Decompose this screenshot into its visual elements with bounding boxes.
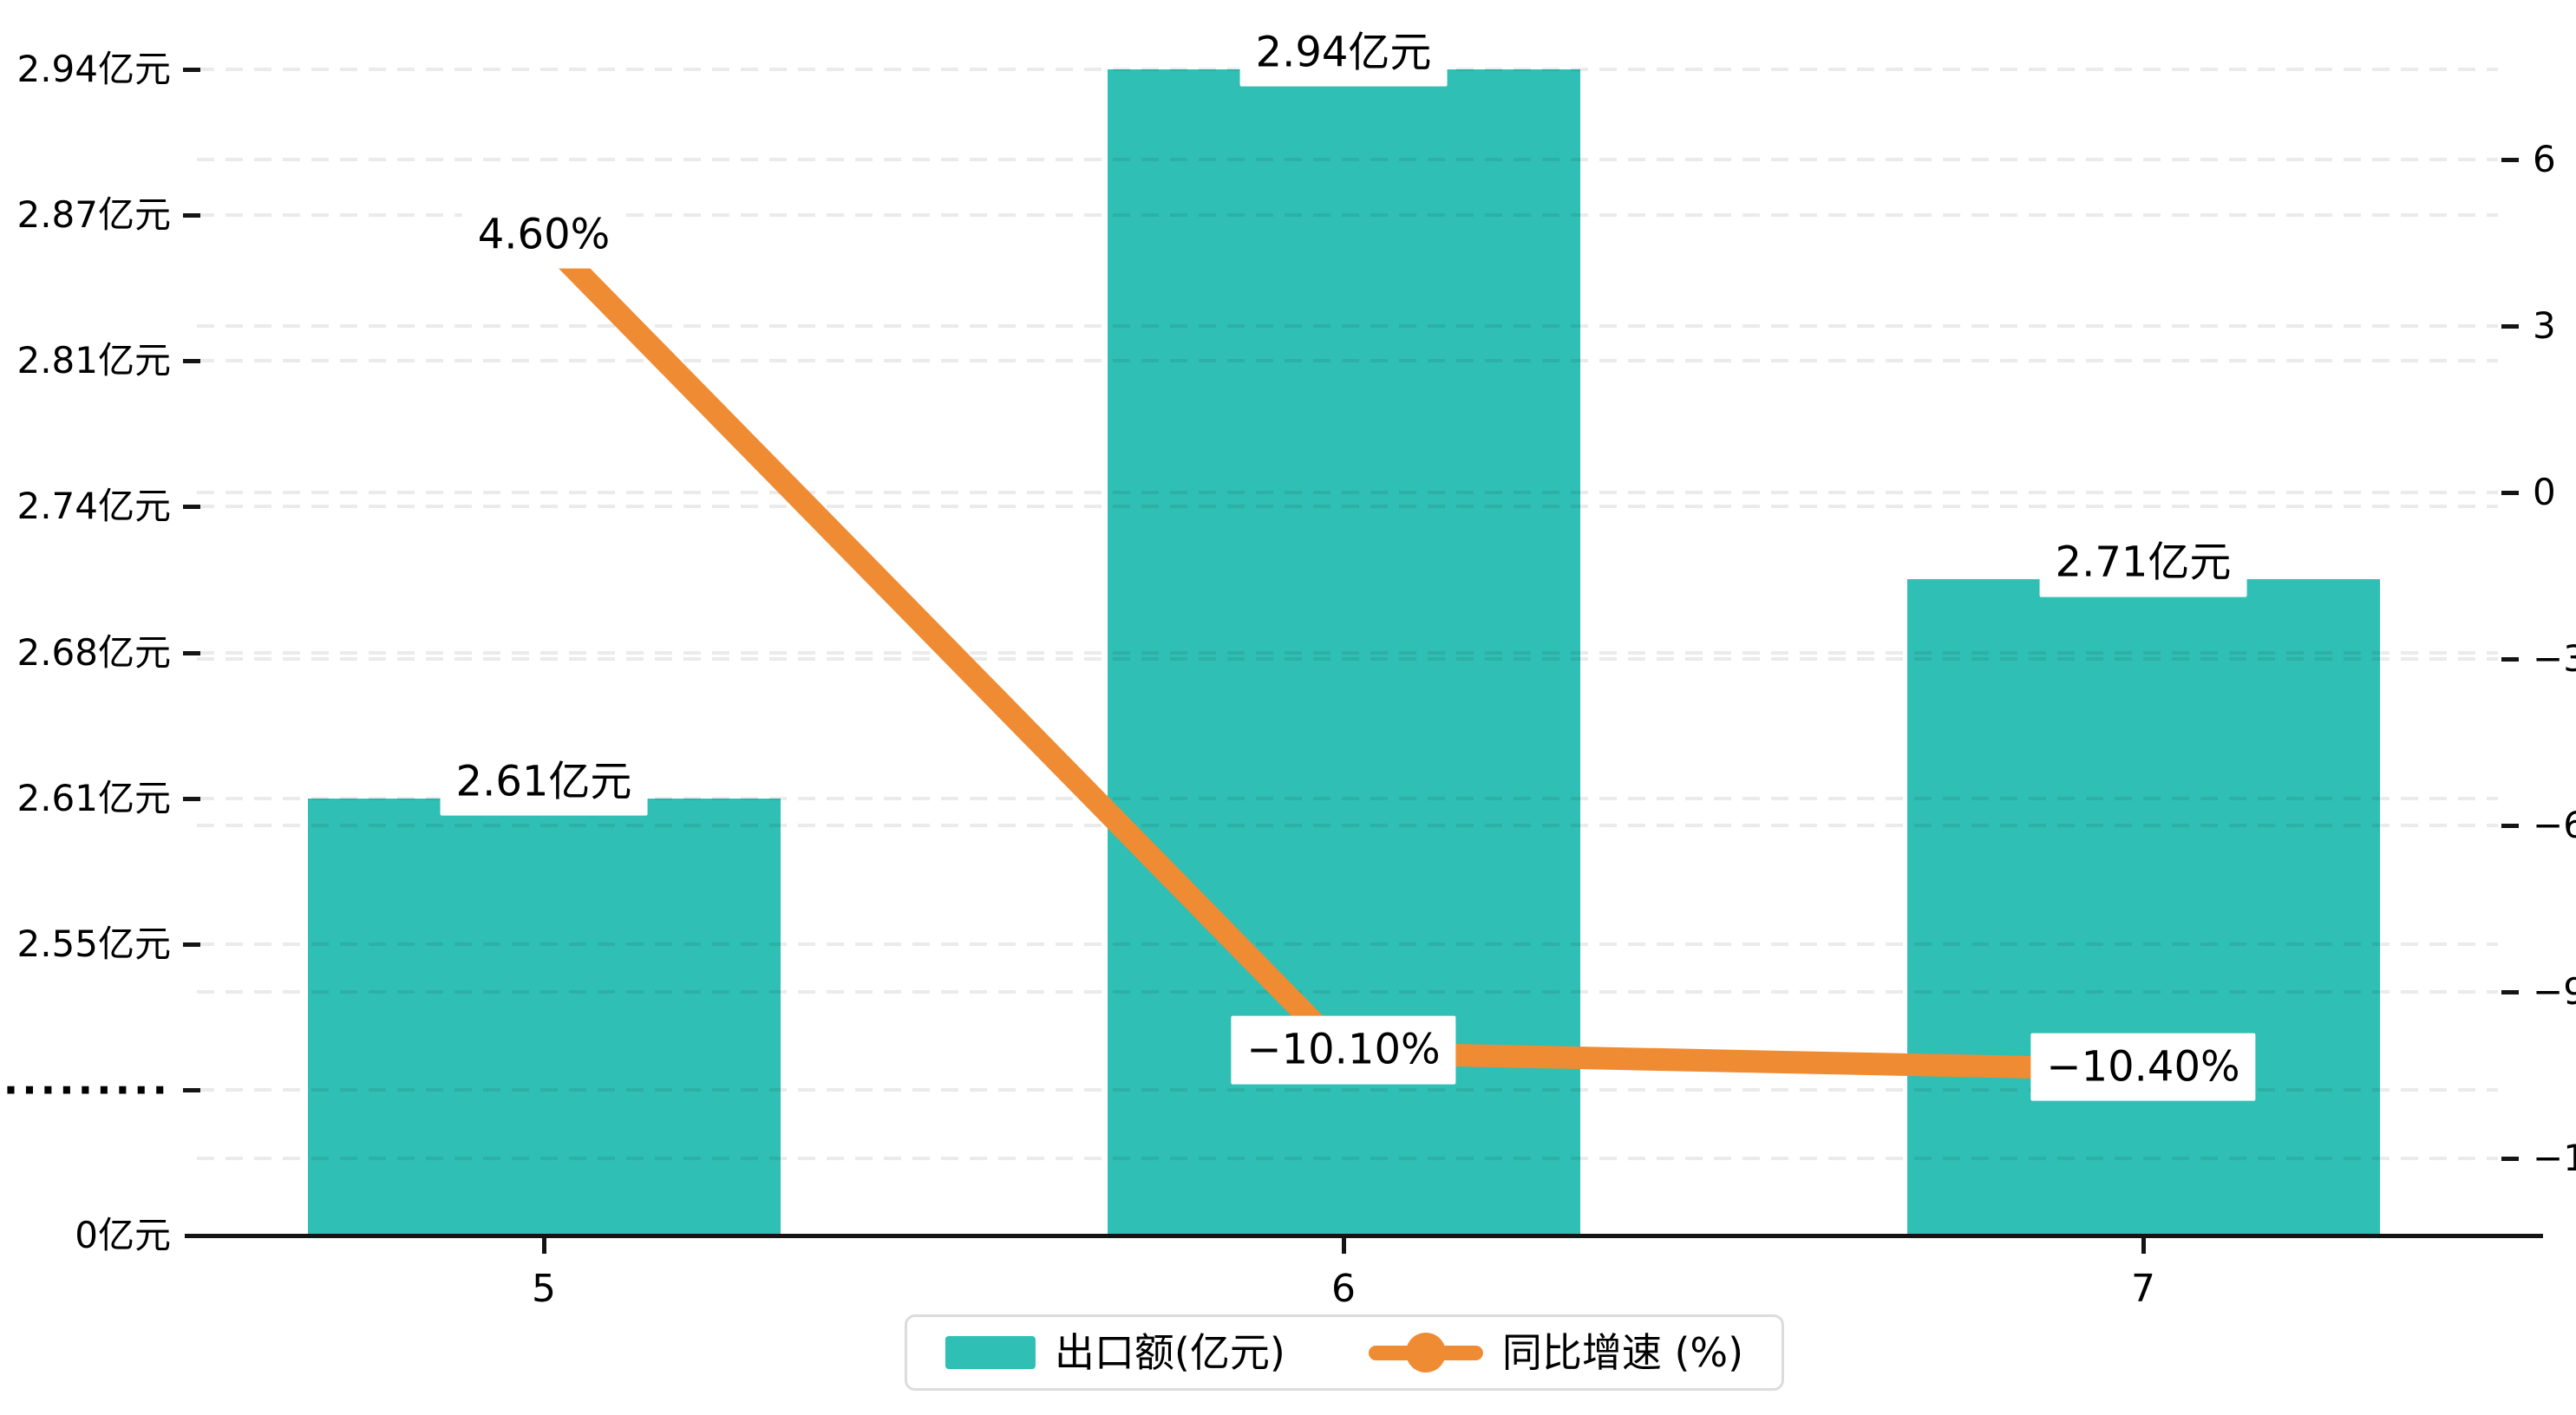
x-axis-tick <box>2141 1238 2146 1254</box>
y-axis-left-label: 0亿元 <box>75 1214 171 1256</box>
y-axis-left-tick <box>183 1087 200 1092</box>
x-axis-label: 5 <box>532 1267 556 1311</box>
y-axis-right-tick <box>2501 491 2519 495</box>
y-axis-left-label: 2.68亿元 <box>16 630 171 674</box>
line-value-label: 4.60% <box>461 200 626 269</box>
y-axis-left-tick <box>183 942 200 947</box>
gridline-left-axis <box>197 650 2498 655</box>
y-axis-right-tick <box>2501 824 2519 828</box>
gridline-right-axis <box>197 158 2498 161</box>
y-axis-right-tick <box>2501 324 2519 329</box>
legend-item-yoy-growth[interactable]: 同比增速 (%) <box>1368 1329 1744 1376</box>
line-series-marker-icon <box>1368 1332 1483 1373</box>
legend-label-export-value: 出口额(亿元) <box>1054 1329 1285 1376</box>
y-axis-left-tick <box>183 796 200 801</box>
bar-value-label: 2.71亿元 <box>2039 529 2247 597</box>
gridline-left-axis <box>197 1087 2498 1092</box>
x-axis-label: 6 <box>1331 1267 1356 1311</box>
legend-label-yoy-growth: 同比增速 (%) <box>1501 1329 1744 1376</box>
gridline-right-axis <box>197 324 2498 328</box>
y-axis-left-label: 2.94亿元 <box>16 48 171 90</box>
bar-series-swatch-icon <box>945 1336 1036 1369</box>
gridline-left-axis <box>197 213 2498 218</box>
y-axis-left-label: 2.61亿元 <box>16 776 171 819</box>
y-axis-right-label: −6 <box>2533 804 2576 846</box>
gridline-left-axis <box>197 942 2498 946</box>
legend: 出口额(亿元) 同比增速 (%) <box>904 1314 1785 1391</box>
y-axis-left-tick <box>183 505 200 510</box>
y-axis-right-label: 0 <box>2533 471 2556 513</box>
y-axis-left-tick <box>183 213 200 218</box>
line-value-label: −10.10% <box>1231 1016 1456 1085</box>
gridline-left-axis <box>197 359 2498 363</box>
y-axis-right-tick <box>2501 1157 2519 1161</box>
gridline-left-axis <box>197 796 2498 800</box>
y-axis-right-label: −9 <box>2533 970 2576 1013</box>
gridline-right-axis <box>197 1157 2498 1160</box>
gridline-right-axis <box>197 824 2498 827</box>
y-axis-right-label: −12 <box>2533 1137 2576 1179</box>
bar-value-label: 2.94亿元 <box>1239 18 1448 87</box>
x-axis-label: 7 <box>2131 1267 2155 1311</box>
gridline-right-axis <box>197 990 2498 994</box>
y-axis-break-label: ········· <box>3 1066 171 1113</box>
x-axis-line <box>185 1234 2543 1238</box>
y-axis-left-tick <box>183 650 200 655</box>
y-axis-right-tick <box>2501 158 2519 162</box>
gridline-left-axis <box>197 505 2498 509</box>
y-axis-left-label: 2.81亿元 <box>16 339 171 382</box>
x-axis-tick <box>542 1238 546 1254</box>
y-axis-left-tick <box>183 68 200 72</box>
y-axis-left-label: 2.74亿元 <box>16 485 171 528</box>
y-axis-right-label: 6 <box>2533 138 2556 180</box>
y-axis-right-label: 3 <box>2533 304 2556 347</box>
bar-month-7[interactable] <box>1906 579 2380 1236</box>
y-axis-right-label: −3 <box>2533 637 2576 680</box>
gridline-right-axis <box>197 491 2498 494</box>
y-axis-left-label: 2.55亿元 <box>16 922 171 965</box>
x-axis-tick <box>1342 1238 1346 1254</box>
y-axis-right-tick <box>2501 990 2519 994</box>
y-axis-left-tick <box>183 359 200 364</box>
y-axis-right-tick <box>2501 657 2519 662</box>
line-value-label: −10.40% <box>2030 1033 2256 1101</box>
gridline-right-axis <box>197 657 2498 661</box>
bar-value-label: 2.61亿元 <box>440 747 648 816</box>
legend-item-export-value[interactable]: 出口额(亿元) <box>945 1333 1285 1373</box>
y-axis-left-label: 2.87亿元 <box>16 193 171 237</box>
bar-month-5[interactable] <box>307 798 781 1236</box>
